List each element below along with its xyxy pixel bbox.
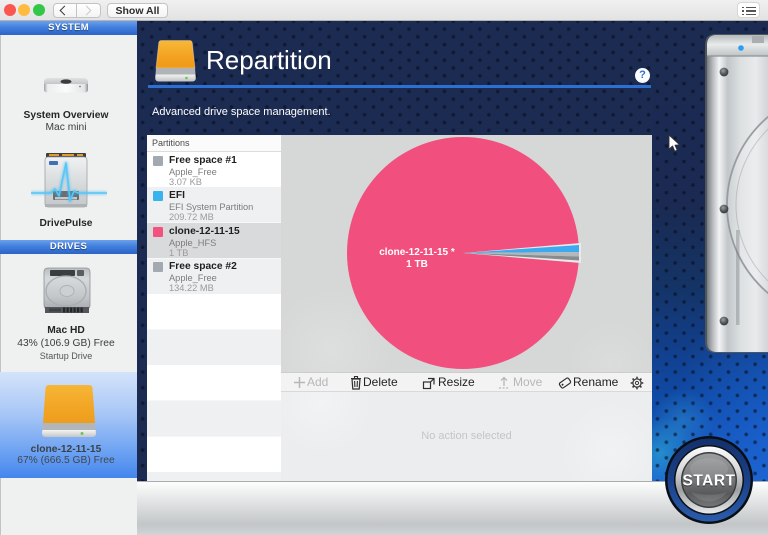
svg-text:1 TB: 1 TB — [406, 259, 428, 270]
svg-text:START: START — [682, 474, 735, 491]
svg-text:clone-12-11-15 *: clone-12-11-15 * — [379, 247, 455, 258]
svg-text:START: START — [682, 473, 735, 490]
